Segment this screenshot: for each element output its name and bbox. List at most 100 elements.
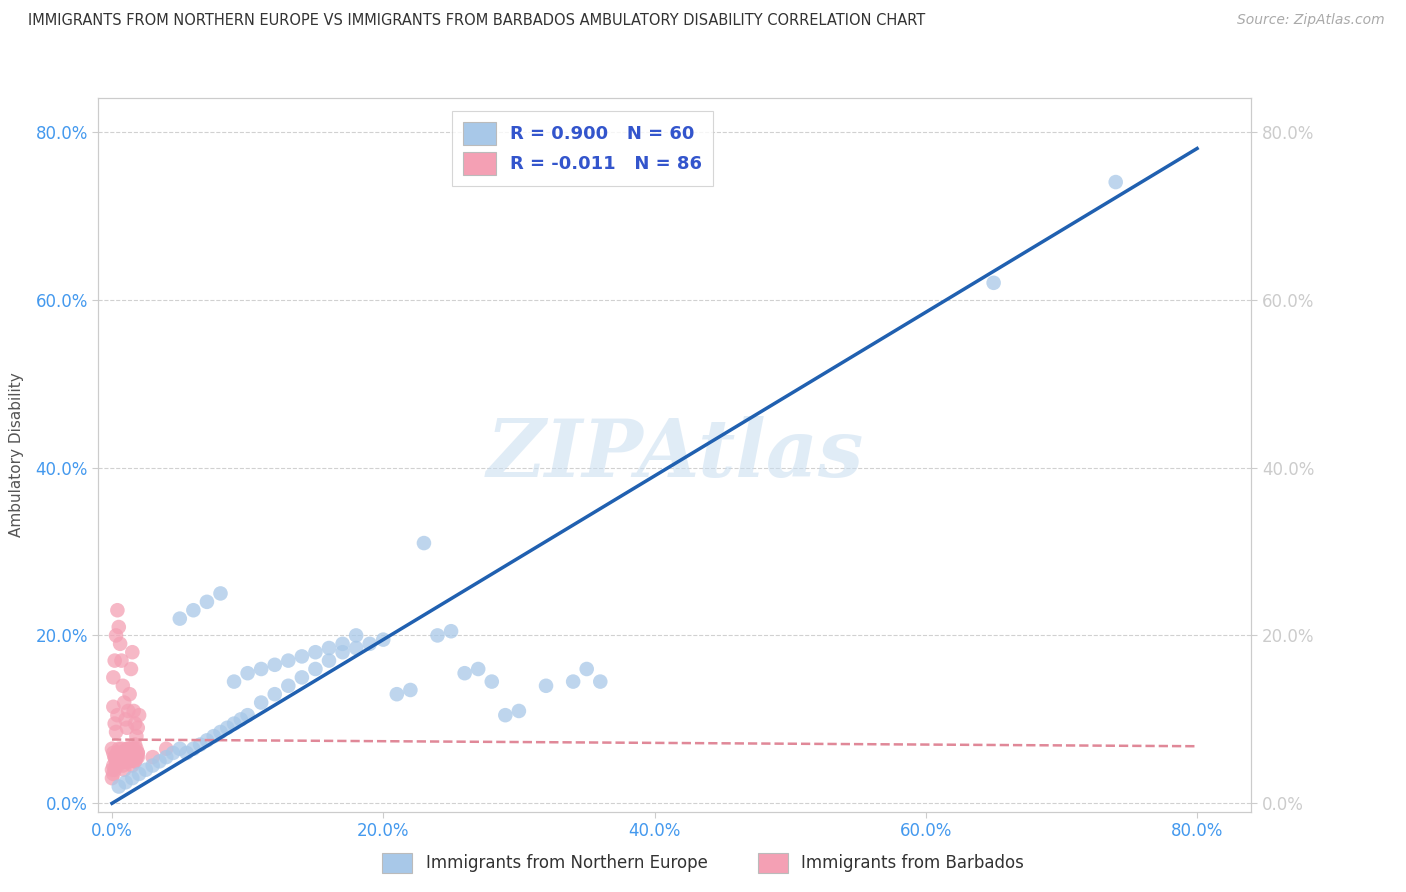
Point [118,687,141,701]
Point [183,741,205,756]
Point [110,746,132,760]
Point [188,738,211,752]
Point [209,725,232,739]
Point [117,746,139,760]
Point [104,654,127,668]
Point [413,536,436,550]
Point [108,755,131,769]
Point [222,674,245,689]
Point [115,746,138,760]
Point [103,746,125,760]
Point [120,750,142,764]
Point [263,687,285,701]
Point [575,662,598,676]
Y-axis label: Ambulatory Disability: Ambulatory Disability [10,373,24,537]
Point [125,741,148,756]
Point [120,741,142,756]
Point [118,755,141,769]
Point [114,746,136,760]
Point [110,654,132,668]
Point [562,674,585,689]
Point [120,662,142,676]
Point [114,750,136,764]
Point [250,662,273,676]
Point [121,645,143,659]
Point [263,657,285,672]
Point [399,683,422,698]
Point [236,708,259,723]
Text: Source: ZipAtlas.com: Source: ZipAtlas.com [1237,13,1385,28]
Point [494,708,516,723]
Point [111,746,134,760]
Point [105,758,128,772]
Point [229,712,252,726]
Point [107,746,129,760]
Point [107,746,129,760]
Point [114,750,136,764]
Point [108,746,131,760]
Point [112,696,135,710]
Point [304,645,326,659]
Point [127,746,149,760]
Point [112,750,135,764]
Point [142,750,165,764]
Point [304,662,326,676]
Legend: Immigrants from Northern Europe, Immigrants from Barbados: Immigrants from Northern Europe, Immigra… [375,847,1031,880]
Point [195,733,218,747]
Point [104,750,127,764]
Point [344,640,367,655]
Point [104,750,127,764]
Point [125,750,148,764]
Point [217,721,239,735]
Text: IMMIGRANTS FROM NORTHERN EUROPE VS IMMIGRANTS FROM BARBADOS AMBULATORY DISABILIT: IMMIGRANTS FROM NORTHERN EUROPE VS IMMIG… [28,13,925,29]
Point [359,637,381,651]
Point [107,758,129,772]
Point [110,755,132,769]
Point [318,640,340,655]
Point [332,645,354,659]
Point [103,699,125,714]
Point [120,750,142,764]
Point [291,649,314,664]
Point [111,755,134,769]
Point [1105,175,1128,189]
Point [385,687,408,701]
Point [104,716,127,731]
Point [107,620,129,634]
Point [373,632,395,647]
Point [155,750,177,764]
Point [122,704,145,718]
Point [114,775,136,789]
Point [110,741,132,756]
Point [107,603,129,617]
Point [453,666,475,681]
Point [183,603,205,617]
Point [125,729,148,743]
Point [105,755,128,769]
Point [169,741,191,756]
Point [277,654,299,668]
Point [115,755,138,769]
Point [107,780,129,794]
Point [124,755,146,769]
Point [107,750,129,764]
Point [121,750,143,764]
Point [155,741,177,756]
Point [115,741,138,756]
Point [118,750,141,764]
Point [589,674,612,689]
Point [108,750,131,764]
Point [107,755,129,769]
Point [101,771,124,785]
Point [117,741,139,756]
Point [124,738,146,752]
Point [209,586,232,600]
Point [128,767,150,781]
Point [121,746,143,760]
Point [195,595,218,609]
Point [112,755,135,769]
Point [118,746,141,760]
Point [202,729,225,743]
Point [124,716,146,731]
Point [344,628,367,642]
